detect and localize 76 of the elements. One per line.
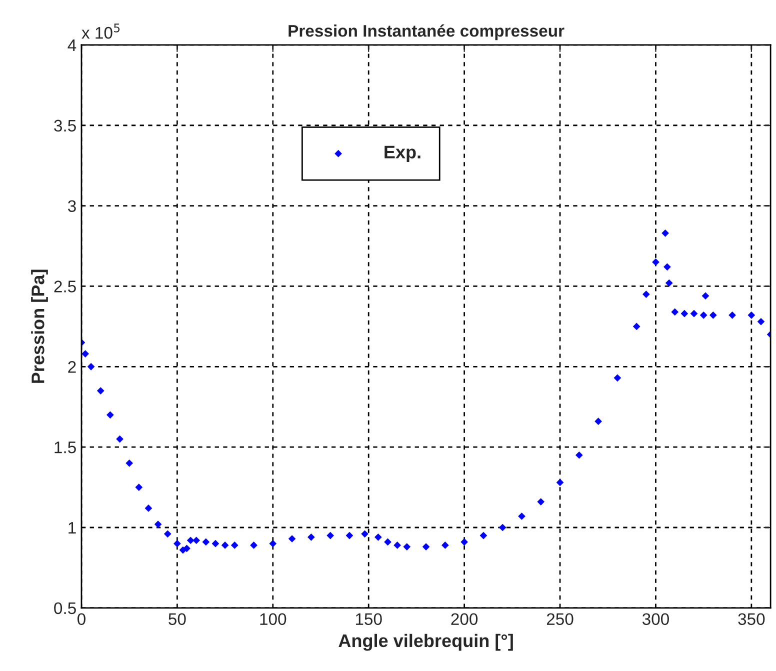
x-tick-label: 350 [738, 613, 765, 626]
point [212, 540, 220, 548]
point [480, 532, 488, 540]
point [308, 533, 315, 541]
point [642, 290, 650, 298]
point [135, 484, 143, 491]
x-tick-label: 100 [260, 613, 286, 626]
y-tick-label: 3.5 [54, 120, 76, 132]
y-tick-label: 2.5 [54, 280, 76, 292]
point [632, 322, 640, 330]
point [144, 504, 152, 512]
y-axis-title: Pression [Pa] [31, 270, 48, 383]
point [82, 350, 89, 358]
text: x 10$^{5}$ [82, 24, 120, 39]
point [690, 310, 698, 318]
point [652, 258, 660, 266]
chart-title: Pression Instantanée compresseur [288, 24, 564, 40]
point [671, 308, 679, 316]
point [183, 544, 190, 552]
point [441, 542, 449, 549]
point [709, 312, 717, 319]
point [594, 418, 602, 426]
point [422, 543, 430, 550]
point [202, 538, 210, 546]
point [87, 362, 95, 370]
x-tick-label: 200 [451, 613, 478, 626]
point [575, 451, 583, 459]
point [665, 279, 673, 287]
x-tick-label: 50 [168, 613, 186, 626]
point [700, 312, 708, 319]
point [702, 292, 710, 300]
x-tick-label: 300 [642, 613, 669, 626]
point [250, 542, 258, 549]
x-axis-title: Angle vilebrequin [°] [338, 634, 513, 651]
point [498, 524, 506, 532]
legend-label: Exp. [384, 146, 420, 162]
point [680, 310, 688, 318]
point [361, 530, 368, 538]
point [518, 512, 526, 520]
point [116, 435, 124, 443]
x-tick-label: 150 [356, 613, 382, 626]
x-tick-label: 0 [77, 613, 86, 626]
point [460, 538, 468, 546]
point [537, 498, 545, 506]
point [230, 542, 238, 549]
point [662, 229, 669, 237]
point [154, 520, 162, 528]
point [614, 374, 622, 382]
y-tick-label: 4 [68, 40, 76, 51]
point [164, 530, 172, 538]
point [96, 387, 104, 394]
point [664, 263, 671, 271]
point [384, 538, 392, 546]
point [186, 536, 194, 544]
point [221, 542, 229, 549]
point [394, 542, 401, 549]
point [748, 312, 756, 319]
y-tick-label: 1 [68, 522, 76, 534]
y-tick-label: 0.5 [54, 602, 76, 614]
point [192, 536, 200, 544]
point [374, 533, 382, 541]
y-tick-label: 1.5 [54, 442, 76, 454]
point [556, 478, 564, 486]
y-tick-label: 2 [68, 361, 76, 373]
point [174, 540, 181, 548]
point [346, 532, 354, 540]
point [106, 411, 114, 419]
point [269, 540, 277, 548]
point [288, 535, 296, 542]
point [757, 318, 765, 326]
y-tick-label: 3 [68, 200, 76, 212]
point [403, 543, 411, 550]
point [126, 459, 134, 467]
point [326, 532, 334, 540]
x-tick-label: 250 [546, 613, 574, 626]
point [728, 312, 736, 319]
